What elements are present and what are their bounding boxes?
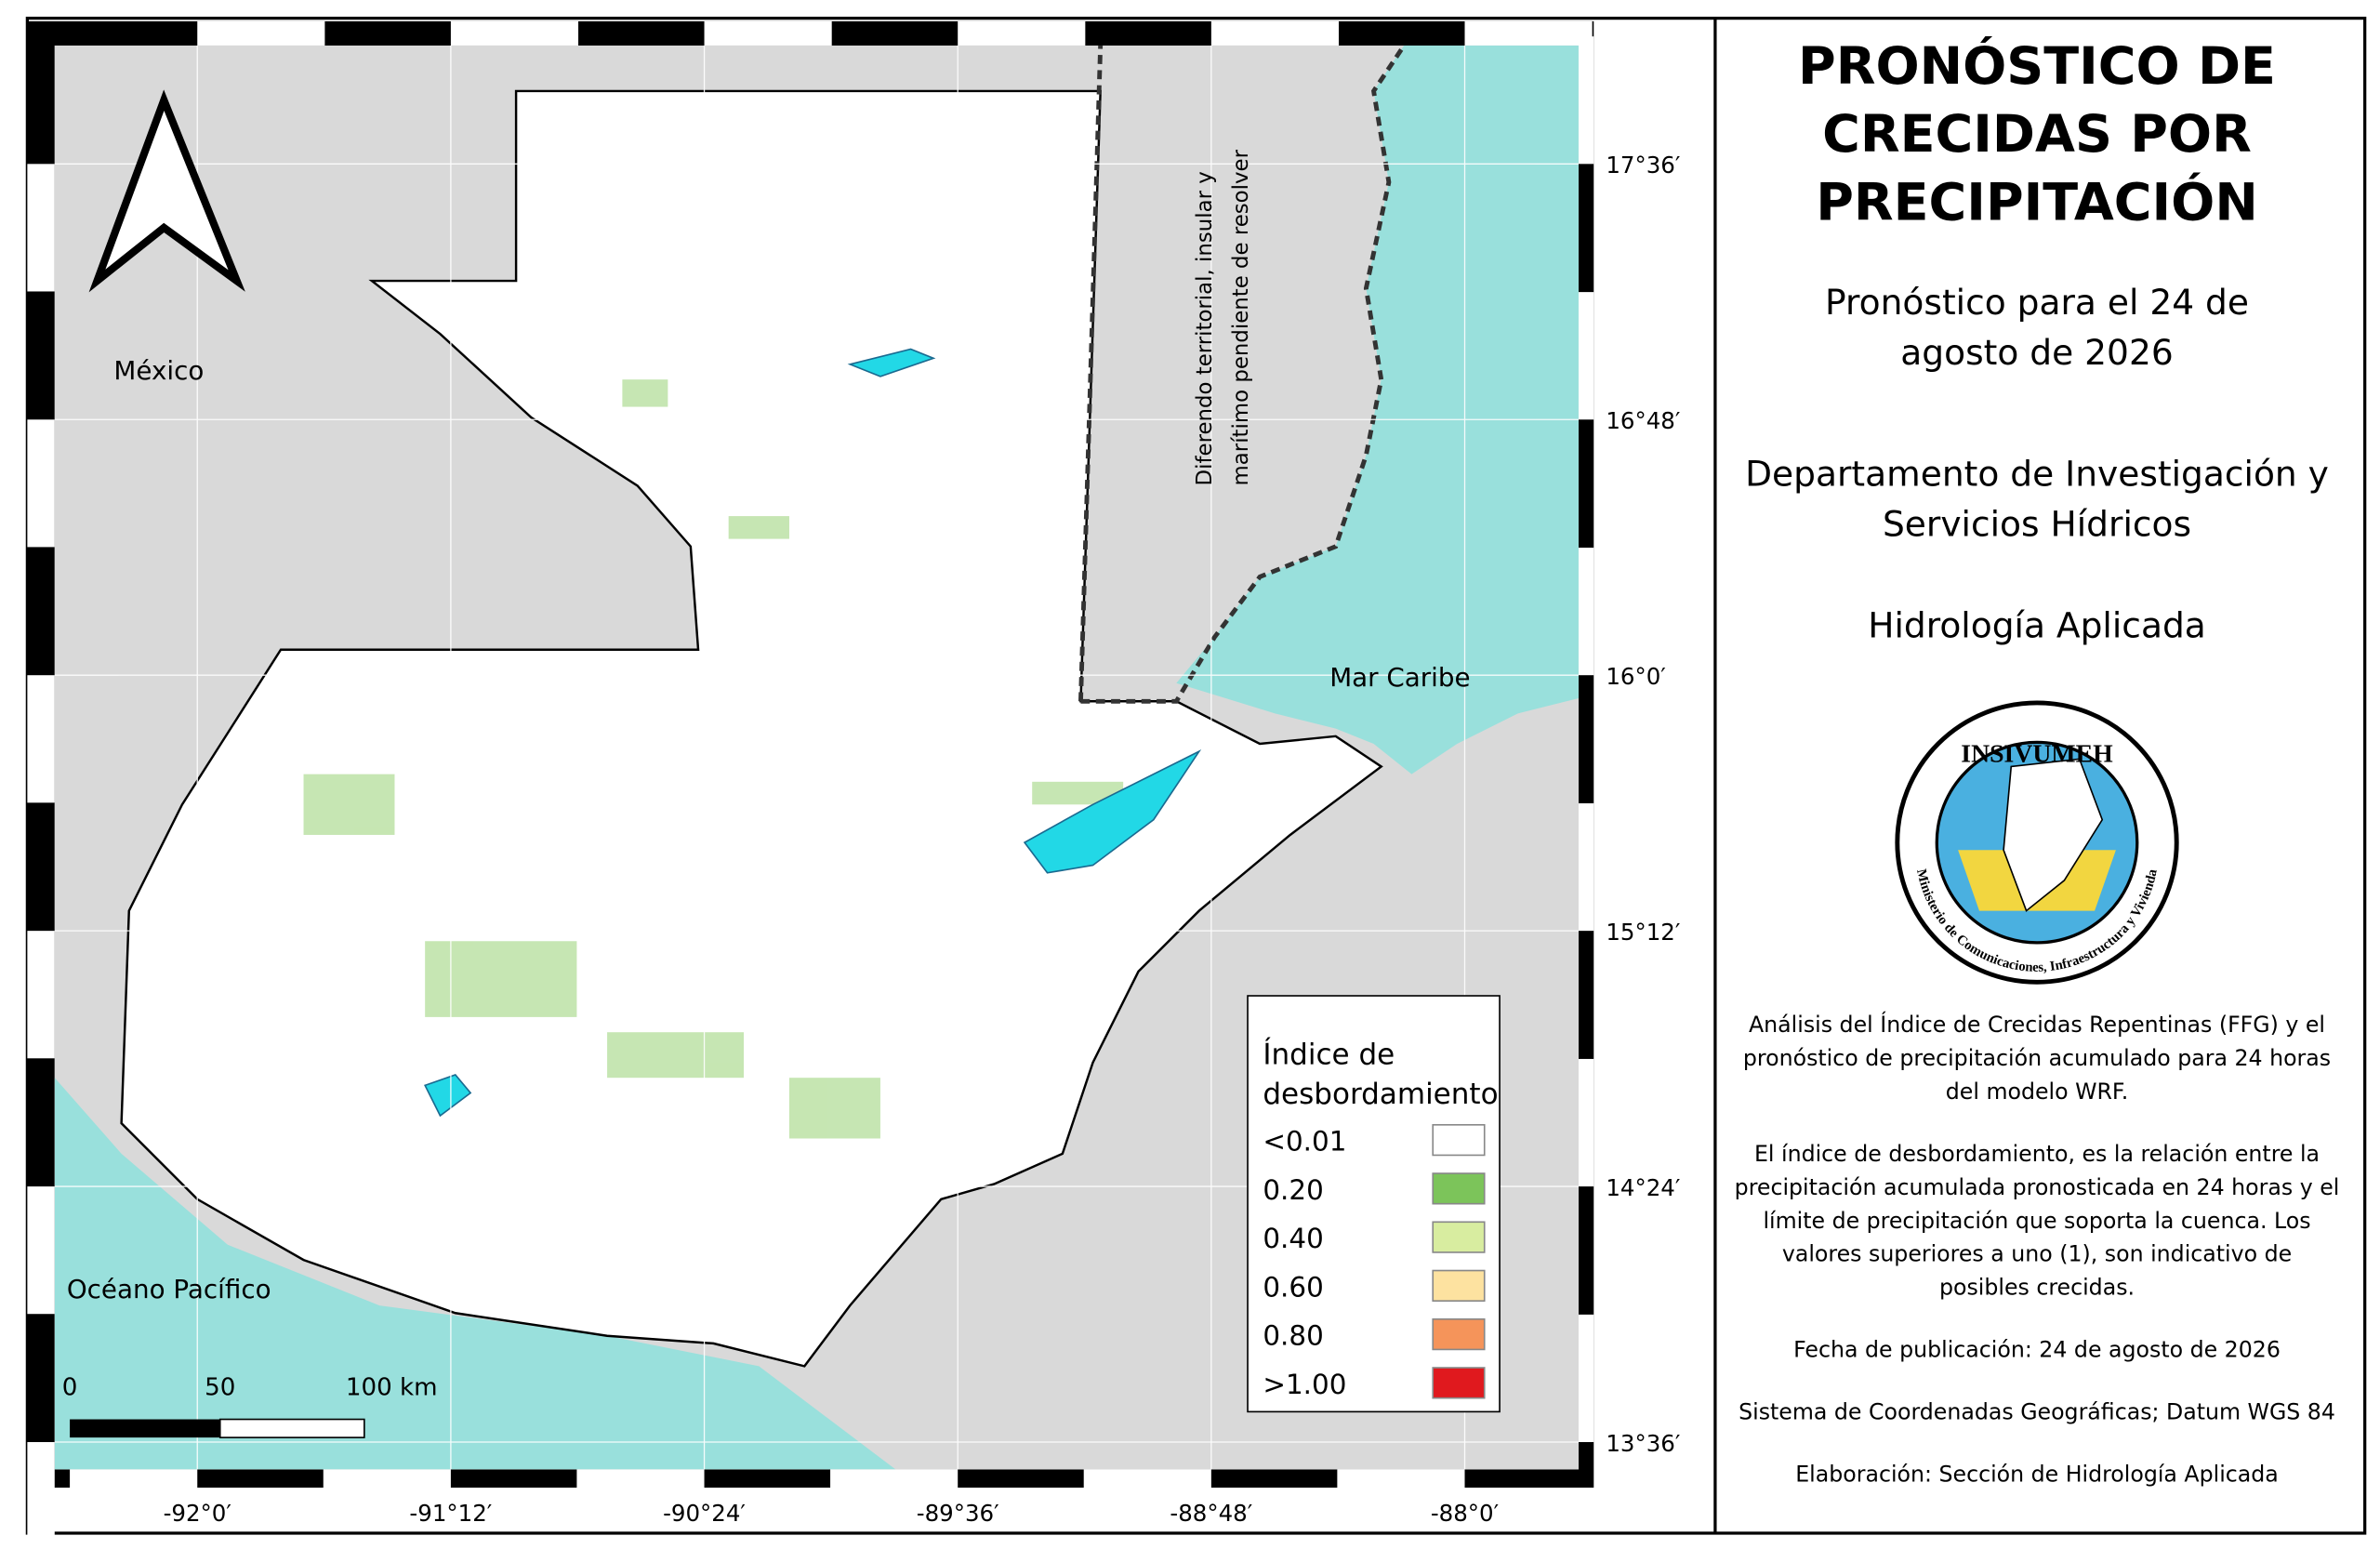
legend-label: >1.00 (1263, 1369, 1346, 1400)
legend-swatch (1432, 1317, 1486, 1351)
section: Hidrología Aplicada (1868, 605, 2206, 646)
frame-segment (27, 1186, 55, 1315)
frame-segment (576, 1469, 705, 1488)
frame-segment (27, 1442, 55, 1562)
frame-segment (1578, 1058, 1594, 1187)
frame-segment (27, 931, 55, 1059)
scale-label: 50 (205, 1373, 235, 1401)
guatemala (120, 89, 1383, 1368)
frame-segment (1578, 36, 1594, 165)
note: del modelo WRF. (1946, 1079, 2128, 1105)
frame-segment (70, 1469, 198, 1488)
note: posibles crecidas. (1939, 1275, 2135, 1301)
legend-title: Índice de (1263, 1036, 1395, 1071)
frame-segment (830, 1469, 959, 1488)
lon-label: -91°12′ (409, 1500, 492, 1527)
frame-segment (1210, 20, 1339, 46)
legend-swatch (1432, 1172, 1486, 1205)
legend-label: 0.40 (1263, 1223, 1323, 1254)
title: PRONÓSTICO DE (1798, 36, 2276, 97)
note: Fecha de publicación: 24 de agosto de 20… (1793, 1337, 2281, 1363)
note: límite de precipitación que soporta la c… (1763, 1208, 2310, 1234)
note: pronóstico de precipitación acumulado pa… (1743, 1045, 2331, 1071)
forecast: Pronóstico para el 24 de (1825, 282, 2249, 323)
logo (2003, 758, 2104, 912)
lat-label: 17°36′ (1606, 152, 1680, 179)
legend-swatch (1432, 1269, 1486, 1302)
index-patches (303, 379, 1124, 1139)
department: Servicios Hídricos (1883, 503, 2191, 544)
frame-segment (27, 164, 55, 292)
frame-segment (323, 1469, 451, 1488)
frame-segment (958, 20, 1086, 46)
lon-label: -88°48′ (1170, 1500, 1252, 1527)
lat-label: 16°48′ (1606, 407, 1680, 434)
title: CRECIDAS POR (1822, 104, 2252, 165)
legend-swatch (1432, 1367, 1486, 1399)
legend-label: 0.80 (1263, 1320, 1323, 1352)
legend-label: 0.20 (1263, 1174, 1323, 1206)
scale-bar (70, 1419, 220, 1438)
legend-items: <0.01 0.20 0.40 0.60 0.80 >1.00 (1263, 1123, 1486, 1400)
frame-segment (450, 20, 579, 46)
label-caribbean: Mar Caribe (1329, 662, 1470, 693)
lat-label: 13°36′ (1606, 1430, 1680, 1457)
info-panel: PRONÓSTICO DE CRECIDAS POR PRECIPITACIÓN… (1735, 36, 2340, 1488)
frame-segment (1337, 1469, 1465, 1488)
label-disputed: Diferendo territorial, insular y (1193, 171, 1217, 485)
label-disputed: marítimo pendiente de resolver (1229, 149, 1253, 485)
note: Elaboración: Sección de Hidrología Aplic… (1795, 1461, 2279, 1487)
lon-label: -92°0′ (164, 1500, 231, 1527)
frame-segment (704, 20, 832, 46)
scale-label: 100 km (346, 1373, 438, 1401)
note: El índice de desbordamiento, es la relac… (1754, 1141, 2320, 1167)
frame-segment (1578, 548, 1594, 676)
frame-segment (1578, 292, 1594, 420)
note: precipitación acumulada pronosticada en … (1735, 1174, 2340, 1200)
frame-segment (27, 419, 55, 548)
department: Departamento de Investigación y (1745, 453, 2329, 494)
north-arrow (88, 89, 245, 293)
note: valores superiores a uno (1), son indica… (1782, 1241, 2292, 1267)
lat-label: 15°12′ (1606, 919, 1680, 946)
note: Análisis del Índice de Crecidas Repentin… (1749, 1012, 2325, 1038)
legend-swatch (1432, 1123, 1486, 1157)
label-mexico: México (113, 355, 204, 386)
title: PRECIPITACIÓN (1816, 173, 2258, 233)
frame-segment (197, 20, 325, 46)
frame-segment (1578, 803, 1594, 932)
legend-label: 0.60 (1263, 1271, 1323, 1303)
label-pacific: Océano Pacífico (67, 1274, 271, 1304)
lon-label: -89°36′ (917, 1500, 999, 1527)
belize-border (1080, 45, 1407, 704)
disputed-border (1078, 45, 1104, 702)
lake-peten-itza (847, 348, 936, 377)
legend-label: <0.01 (1263, 1126, 1346, 1158)
lon-label: -88°0′ (1431, 1500, 1499, 1527)
frame-segment (1464, 20, 1593, 46)
lake-atitlan (423, 1073, 472, 1118)
logo-name: INSIVUMEH (1961, 740, 2113, 769)
forecast: agosto de 2026 (1900, 332, 2173, 373)
lon-label: -90°24′ (663, 1500, 746, 1527)
caribbean-sea (1176, 45, 1579, 774)
frame-segment (27, 675, 55, 803)
legend-title: desbordamiento (1263, 1078, 1498, 1111)
scale-label: 0 (62, 1373, 78, 1401)
note: Sistema de Coordenadas Geográficas; Datu… (1739, 1399, 2335, 1425)
frame-segment (1578, 1314, 1594, 1443)
lake-izabal (1023, 749, 1202, 874)
legend-swatch (1432, 1221, 1486, 1253)
frame-segment (1083, 1469, 1211, 1488)
scale-bar (218, 1418, 365, 1438)
pacific-ocean (54, 1078, 896, 1470)
lat-label: 16°0′ (1606, 663, 1666, 690)
lat-label: 14°24′ (1606, 1174, 1680, 1201)
